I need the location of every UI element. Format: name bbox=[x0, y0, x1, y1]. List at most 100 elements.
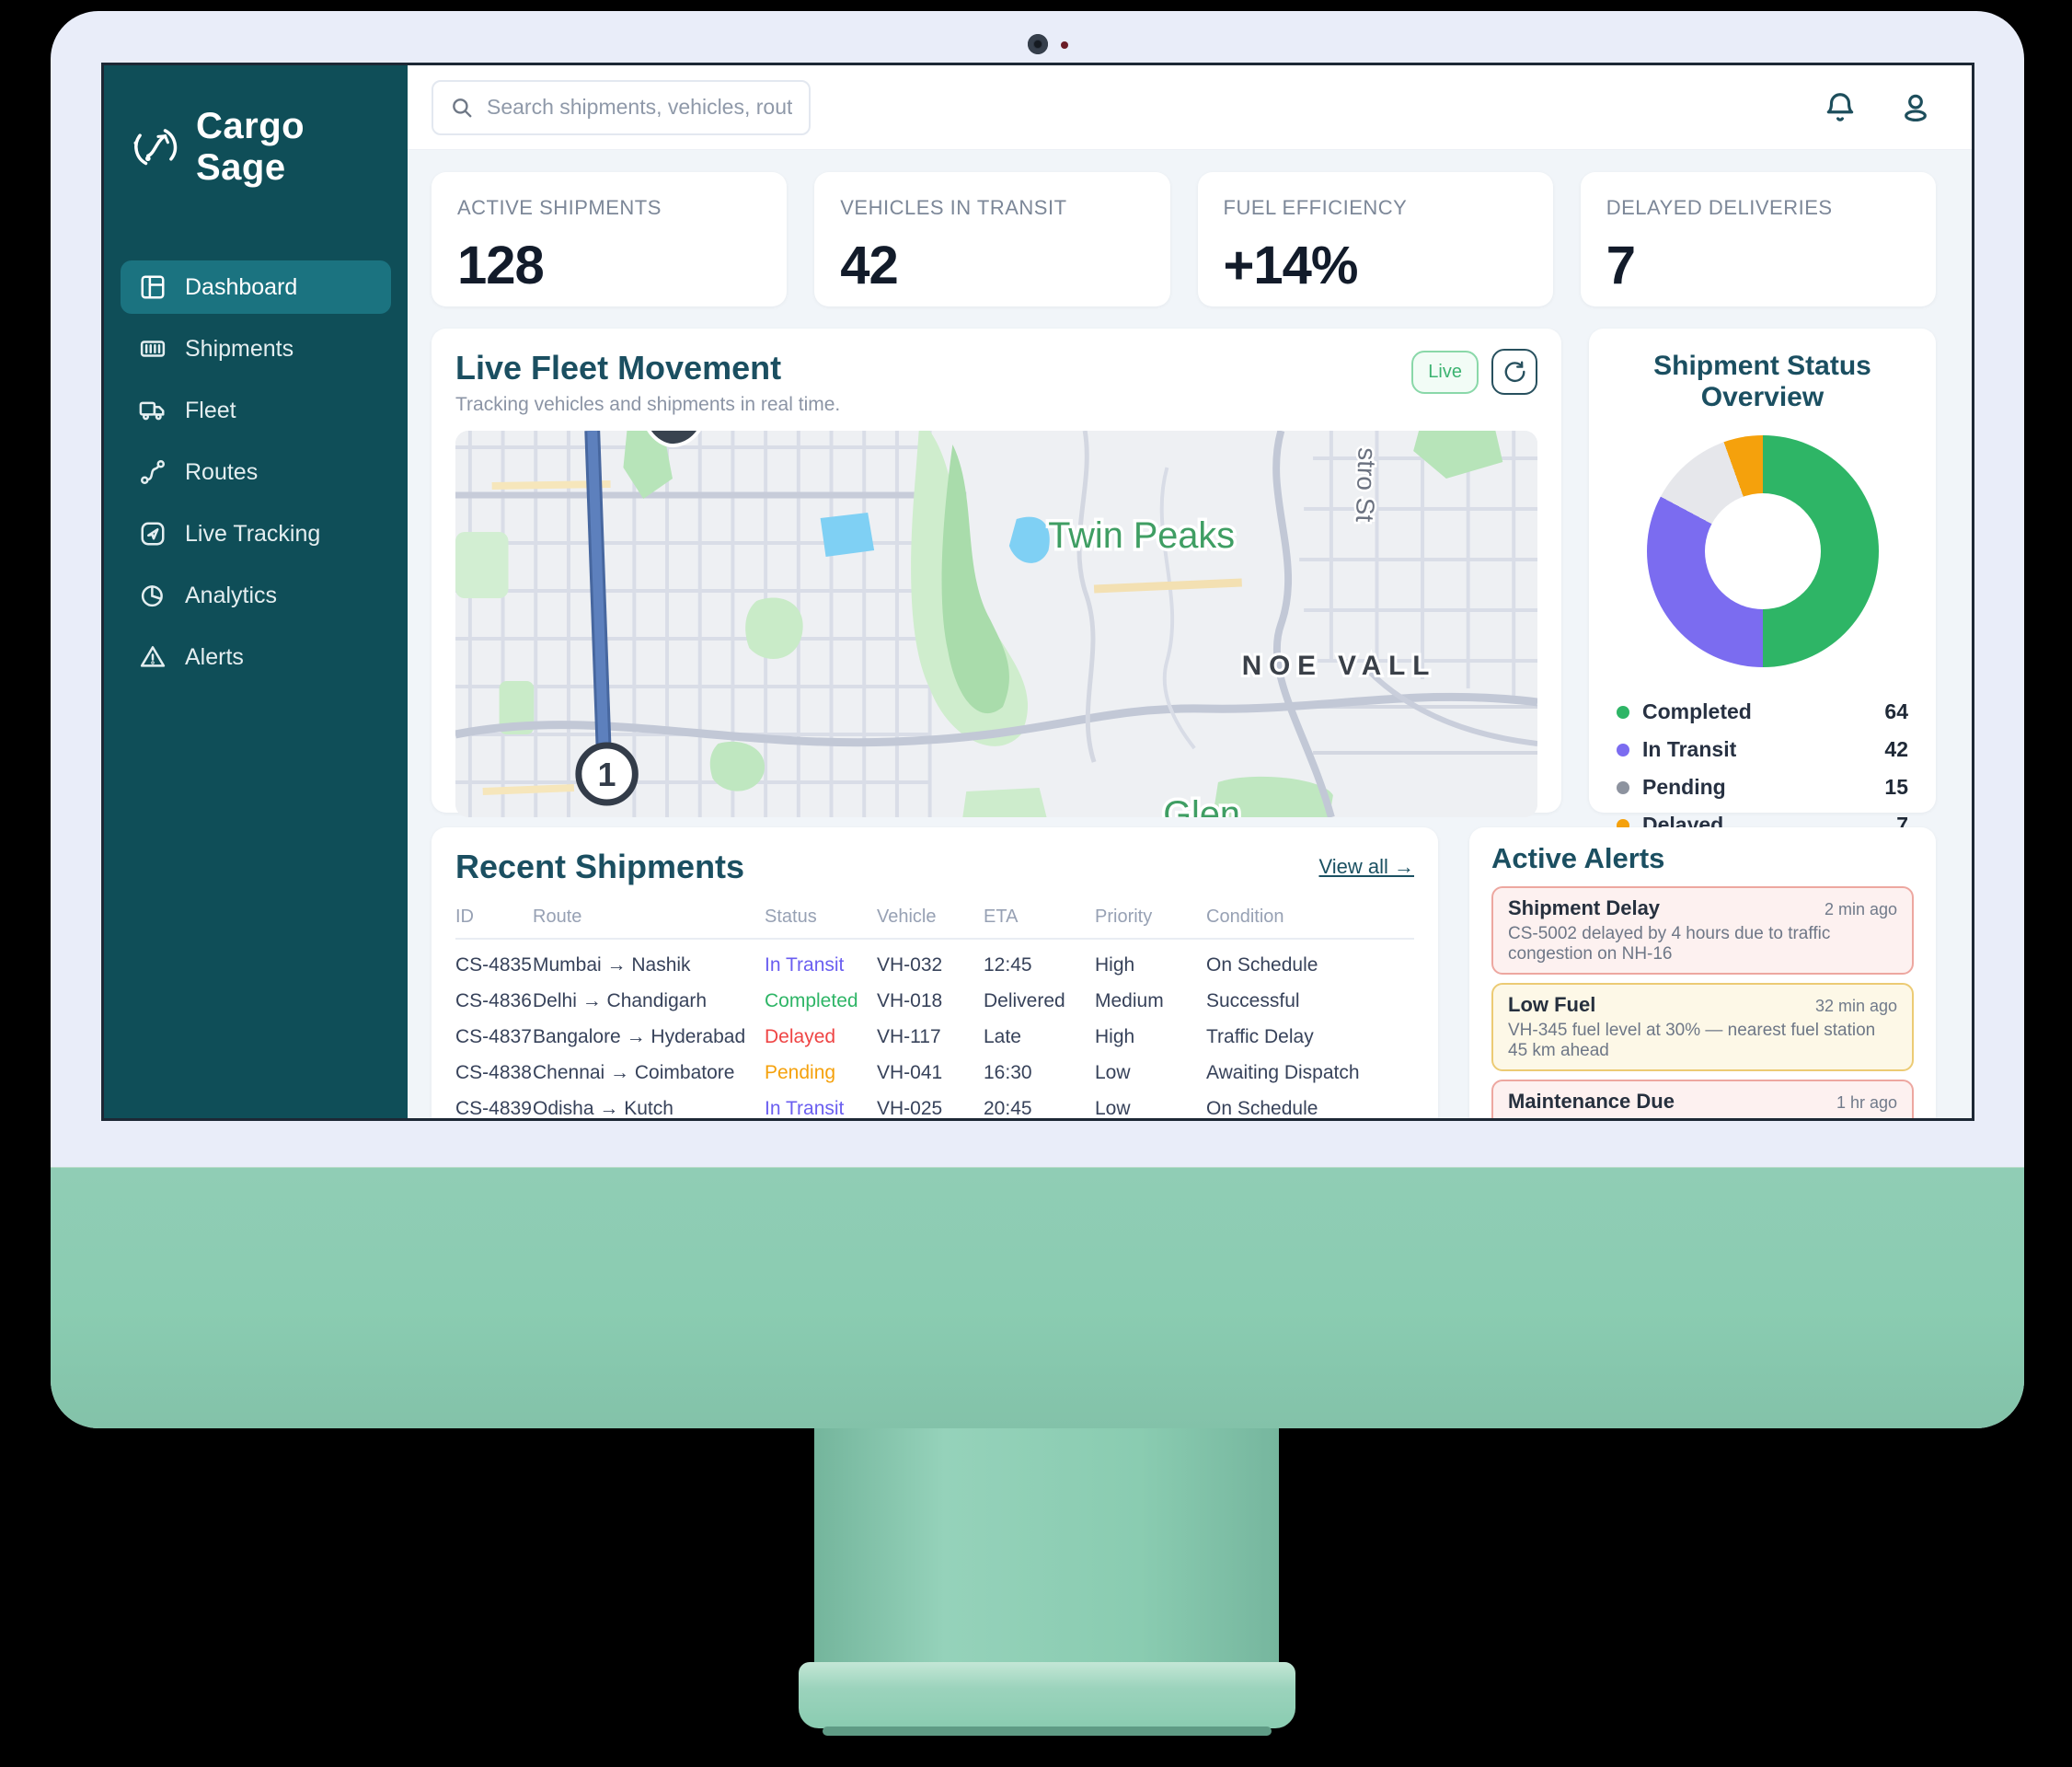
table-header: ID Route Status Vehicle ETA Priority Con… bbox=[455, 901, 1414, 932]
alert-shipment-delay[interactable]: Shipment Delay 2 min ago CS-5002 delayed… bbox=[1491, 886, 1914, 975]
active-alerts-card: Active Alerts Shipment Delay 2 min ago C… bbox=[1469, 827, 1936, 1118]
recent-shipments-card: Recent Shipments View all → ID Route Sta… bbox=[432, 827, 1438, 1119]
alert-description: CS-5002 delayed by 4 hours due to traffi… bbox=[1508, 924, 1831, 964]
map-pin bbox=[647, 431, 701, 448]
alert-maintenance-due[interactable]: Maintenance Due 1 hr ago VH-020 overdue … bbox=[1491, 1080, 1914, 1118]
sidebar-item-label: Dashboard bbox=[185, 273, 298, 300]
sidebar-item-live-tracking[interactable]: Live Tracking bbox=[121, 507, 391, 560]
cargo-sage-logo-icon bbox=[133, 129, 178, 166]
webcam-dot bbox=[1028, 34, 1048, 54]
alert-description: VH-020 overdue for scheduled maintenance… bbox=[1508, 1117, 1897, 1118]
refresh-button[interactable] bbox=[1491, 349, 1537, 395]
alerts-title: Active Alerts bbox=[1491, 842, 1665, 874]
alert-description: VH-345 fuel level at 30% — nearest fuel … bbox=[1508, 1021, 1876, 1060]
table-row[interactable]: CS-4838 Chennai → Coimbatore Pending VH-… bbox=[455, 1055, 1414, 1091]
cell-eta: 20:45 bbox=[984, 1097, 1032, 1119]
col-route: Route bbox=[533, 906, 582, 927]
cell-id: CS-4836 bbox=[455, 989, 532, 1011]
col-status: Status bbox=[765, 906, 817, 927]
cell-priority: High bbox=[1095, 1025, 1135, 1047]
stat-value: 42 bbox=[840, 236, 899, 295]
cell-vehicle: VH-041 bbox=[877, 1061, 943, 1083]
cell-vehicle: VH-025 bbox=[877, 1097, 943, 1119]
sidebar-nav: Dashboard Shipments Fleet Routes bbox=[104, 260, 408, 684]
send-icon bbox=[141, 522, 165, 546]
status-overview-card: Shipment Status Overview Completed 64 bbox=[1589, 329, 1936, 837]
stat-card-active-shipments: ACTIVE SHIPMENTS 128 bbox=[432, 172, 788, 306]
map-card-subtitle: Tracking vehicles and shipments in real … bbox=[455, 394, 841, 415]
shipments-title: Recent Shipments bbox=[455, 848, 745, 885]
legend-label: In Transit bbox=[1642, 737, 1737, 761]
alert-low-fuel[interactable]: Low Fuel 32 min ago VH-345 fuel level at… bbox=[1491, 983, 1914, 1071]
shipment-status: Pending bbox=[765, 1061, 836, 1083]
table-row[interactable]: CS-4839 Odisha → Kutch In Transit VH-025… bbox=[455, 1091, 1414, 1119]
map-label-noe-valley: NOE VALL bbox=[1242, 651, 1437, 681]
cell-condition: Successful bbox=[1206, 989, 1300, 1011]
sidebar-item-shipments[interactable]: Shipments bbox=[121, 322, 391, 375]
cell-priority: Low bbox=[1095, 1097, 1131, 1119]
cell-vehicle: VH-117 bbox=[877, 1025, 941, 1047]
view-all-link[interactable]: View all → bbox=[1318, 855, 1414, 878]
stats-row: ACTIVE SHIPMENTS 128 VEHICLES IN TRANSIT… bbox=[432, 172, 1936, 306]
sidebar-item-dashboard[interactable]: Dashboard bbox=[121, 260, 391, 314]
legend-row-pending: Pending 15 bbox=[1617, 768, 1908, 806]
stat-card-vehicles-in-transit: VEHICLES IN TRANSIT 42 bbox=[814, 172, 1170, 306]
alert-name: Shipment Delay bbox=[1508, 896, 1661, 919]
shipment-status: In Transit bbox=[765, 953, 845, 976]
legend-value: 64 bbox=[1884, 699, 1908, 723]
global-search[interactable] bbox=[432, 79, 811, 135]
topbar-icons bbox=[1823, 90, 1933, 125]
cell-id: CS-4838 bbox=[455, 1061, 532, 1083]
stat-value: 7 bbox=[1606, 236, 1636, 295]
sidebar: Cargo Sage Dashboard Shipments Fleet bbox=[104, 65, 408, 1118]
legend-value: 15 bbox=[1884, 775, 1908, 799]
table-row[interactable]: CS-4837 Bangalore → Hyderabad Delayed VH… bbox=[455, 1019, 1414, 1055]
sidebar-item-analytics[interactable]: Analytics bbox=[121, 569, 391, 622]
bell-icon[interactable] bbox=[1823, 90, 1858, 125]
sidebar-item-routes[interactable]: Routes bbox=[121, 445, 391, 499]
warning-triangle-icon bbox=[140, 646, 166, 667]
imac-stand-neck bbox=[814, 1428, 1279, 1666]
user-icon[interactable] bbox=[1898, 90, 1933, 125]
route-icon bbox=[140, 459, 166, 485]
dashboard-screen: Cargo Sage Dashboard Shipments Fleet bbox=[101, 63, 1974, 1121]
pie-chart-icon bbox=[141, 585, 163, 607]
cell-priority: High bbox=[1095, 953, 1135, 976]
topbar bbox=[408, 65, 1972, 150]
brand-name: Cargo Sage bbox=[196, 106, 305, 188]
table-row[interactable]: CS-4835 Mumbai → Nashik In Transit VH-03… bbox=[455, 947, 1414, 983]
cell-id: CS-4839 bbox=[455, 1097, 532, 1119]
dashboard-content: ACTIVE SHIPMENTS 128 VEHICLES IN TRANSIT… bbox=[408, 150, 1972, 1118]
sidebar-item-label: Live Tracking bbox=[185, 520, 321, 547]
legend-dot bbox=[1617, 705, 1629, 719]
fleet-map[interactable]: 1 Twin Peaks NOE VALL stro St Glen bbox=[455, 431, 1537, 817]
cell-condition: On Schedule bbox=[1206, 953, 1318, 976]
cell-id: CS-4835 bbox=[455, 953, 532, 976]
alert-time: 32 min ago bbox=[1814, 997, 1897, 1015]
sidebar-item-alerts[interactable]: Alerts bbox=[121, 630, 391, 684]
table-row[interactable]: CS-4836 Delhi → Chandigarh Completed VH-… bbox=[455, 983, 1414, 1019]
search-icon bbox=[453, 98, 472, 117]
sidebar-item-label: Shipments bbox=[185, 335, 294, 362]
cell-eta: Delivered bbox=[984, 989, 1065, 1011]
alert-name: Low Fuel bbox=[1508, 993, 1596, 1016]
vehicle-marker-1[interactable]: 1 bbox=[575, 742, 639, 806]
sidebar-item-label: Fleet bbox=[185, 397, 236, 423]
cell-eta: 16:30 bbox=[984, 1061, 1032, 1083]
cell-route: Bangalore → Hyderabad bbox=[533, 1025, 746, 1047]
shipment-status: Delayed bbox=[765, 1025, 836, 1047]
status-overview-title: Shipment Status Overview bbox=[1653, 351, 1871, 412]
sidebar-item-label: Routes bbox=[185, 458, 259, 485]
sidebar-item-fleet[interactable]: Fleet bbox=[121, 384, 391, 437]
refresh-icon bbox=[1504, 361, 1525, 383]
search-input[interactable] bbox=[487, 95, 792, 120]
col-vehicle: Vehicle bbox=[877, 906, 937, 927]
cell-priority: Low bbox=[1095, 1061, 1131, 1083]
sidebar-item-label: Alerts bbox=[185, 643, 244, 670]
map-label-twin-peaks: Twin Peaks bbox=[1048, 515, 1235, 556]
alert-list: Shipment Delay 2 min ago CS-5002 delayed… bbox=[1491, 886, 1914, 1118]
cell-condition: On Schedule bbox=[1206, 1097, 1318, 1119]
cell-vehicle: VH-018 bbox=[877, 989, 943, 1011]
live-badge[interactable]: Live bbox=[1411, 350, 1479, 394]
alert-name: Maintenance Due bbox=[1508, 1090, 1675, 1113]
